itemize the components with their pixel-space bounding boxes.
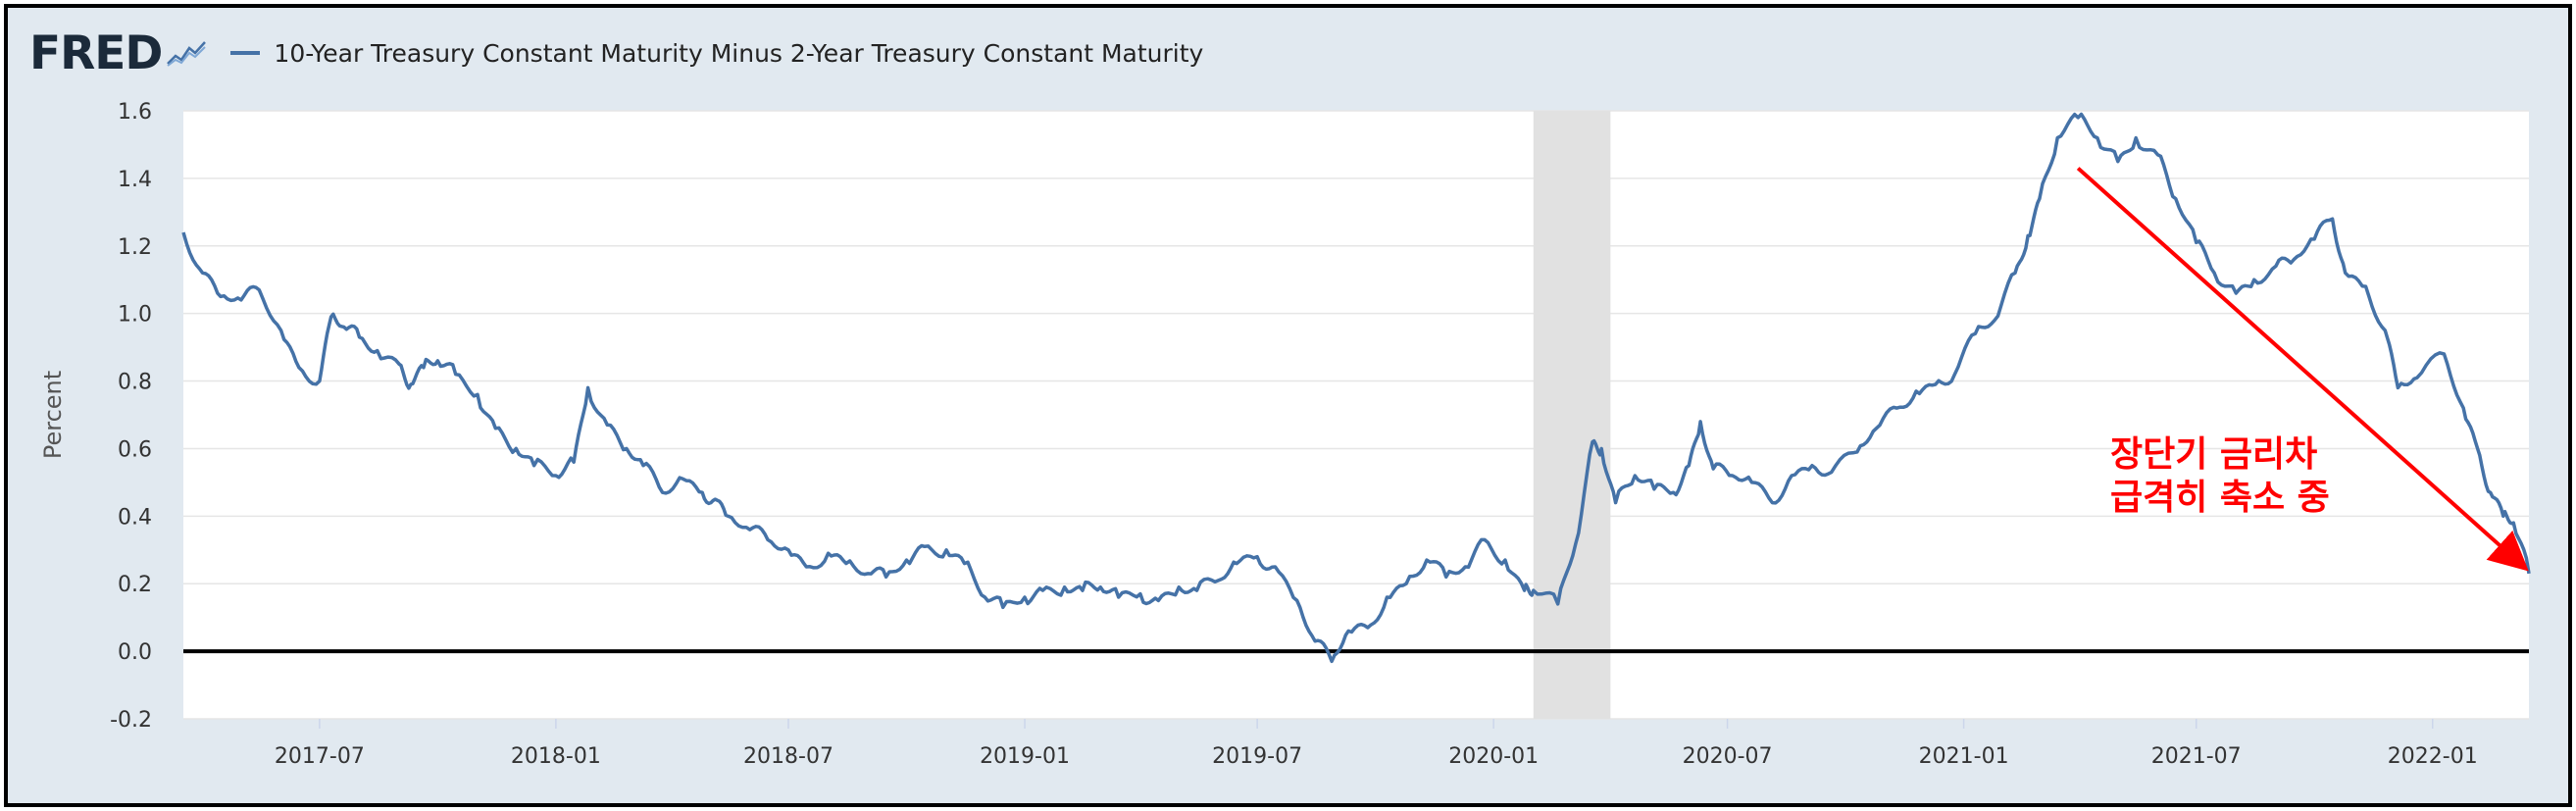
series-line bbox=[181, 112, 2531, 664]
x-tick-label: 2017-07 bbox=[275, 744, 365, 769]
x-tick-label: 2019-07 bbox=[1212, 744, 1302, 769]
y-tick-label: -0.2 bbox=[110, 708, 152, 733]
legend-label: 10-Year Treasury Constant Maturity Minus… bbox=[274, 38, 1204, 68]
x-tick-label: 2019-01 bbox=[980, 744, 1070, 769]
x-tick-label: 2018-07 bbox=[743, 744, 833, 769]
y-tick-label: 1.0 bbox=[118, 303, 152, 328]
annotation-text: 급격히 축소 중 bbox=[2110, 478, 2330, 518]
y-tick-label: 1.4 bbox=[118, 168, 152, 192]
x-tick-label: 2020-07 bbox=[1683, 744, 1773, 769]
x-tick-label: 2021-01 bbox=[1919, 744, 2009, 769]
y-tick-label: 0.6 bbox=[118, 437, 152, 462]
recession-shade bbox=[1533, 111, 1611, 719]
y-tick-label: 0.8 bbox=[118, 371, 152, 395]
y-tick-label: 1.6 bbox=[118, 100, 152, 125]
y-tick-label: 1.2 bbox=[118, 235, 152, 260]
chart-legend: 10-Year Treasury Constant Maturity Minus… bbox=[230, 39, 1203, 68]
annotation-arrow bbox=[2076, 167, 2529, 572]
y-tick-label: 0.2 bbox=[118, 573, 152, 597]
y-tick-label: 0.0 bbox=[118, 640, 152, 665]
plot-area bbox=[183, 111, 2529, 719]
fred-logo-graph-icon bbox=[167, 41, 207, 67]
x-tick-label: 2018-01 bbox=[511, 744, 601, 769]
fred-logo[interactable]: FRED bbox=[29, 25, 163, 80]
y-axis-label: Percent bbox=[39, 371, 67, 459]
x-tick-label: 2021-07 bbox=[2151, 744, 2242, 769]
x-tick-label: 2022-01 bbox=[2388, 744, 2478, 769]
y-tick-label: 0.4 bbox=[118, 505, 152, 530]
x-tick-label: 2020-01 bbox=[1448, 744, 1539, 769]
chart-header: FRED 10-Year Treasury Constant Maturity … bbox=[29, 24, 1203, 82]
legend-swatch bbox=[230, 51, 261, 55]
annotation-text: 장단기 금리차 bbox=[2110, 434, 2317, 475]
